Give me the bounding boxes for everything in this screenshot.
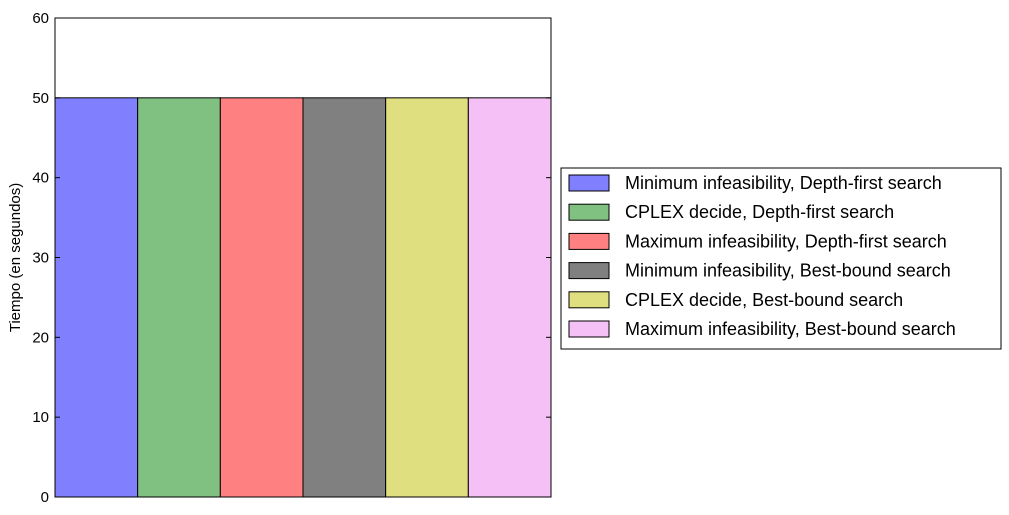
bar bbox=[302, 97, 387, 498]
legend-swatch bbox=[568, 203, 610, 221]
y-tick-label: 60 bbox=[32, 10, 49, 27]
legend-swatch bbox=[568, 174, 610, 192]
y-axis-title: Tiempo (en segundos) bbox=[7, 183, 24, 333]
legend-frame bbox=[560, 167, 1002, 350]
bars-group bbox=[54, 97, 552, 498]
legend: Minimum infeasibility, Depth-first searc… bbox=[560, 167, 1002, 350]
legend-label: Minimum infeasibility, Best-bound search bbox=[625, 261, 951, 281]
y-tick-label: 40 bbox=[32, 170, 49, 187]
bar bbox=[385, 97, 469, 498]
legend-swatch bbox=[568, 262, 610, 280]
y-tick-label: 10 bbox=[32, 409, 49, 426]
bar bbox=[137, 97, 221, 498]
bar bbox=[467, 97, 552, 498]
legend-swatch bbox=[568, 232, 610, 250]
bar bbox=[219, 97, 304, 498]
y-tick-label: 30 bbox=[32, 250, 49, 267]
legend-label: Maximum infeasibility, Depth-first searc… bbox=[625, 231, 947, 251]
y-tick-label: 20 bbox=[32, 329, 49, 346]
y-axis: 0 10 20 30 40 50 60 bbox=[32, 10, 551, 506]
bar bbox=[54, 97, 139, 498]
y-tick-label: 50 bbox=[32, 90, 49, 107]
legend-label: Maximum infeasibility, Best-bound search bbox=[625, 319, 956, 339]
legend-swatch bbox=[568, 320, 610, 338]
legend-label: Minimum infeasibility, Depth-first searc… bbox=[625, 173, 942, 193]
legend-label: CPLEX decide, Depth-first search bbox=[625, 202, 894, 222]
legend-swatch bbox=[568, 291, 610, 309]
legend-label: CPLEX decide, Best-bound search bbox=[625, 290, 903, 310]
y-tick-label: 0 bbox=[41, 489, 49, 506]
